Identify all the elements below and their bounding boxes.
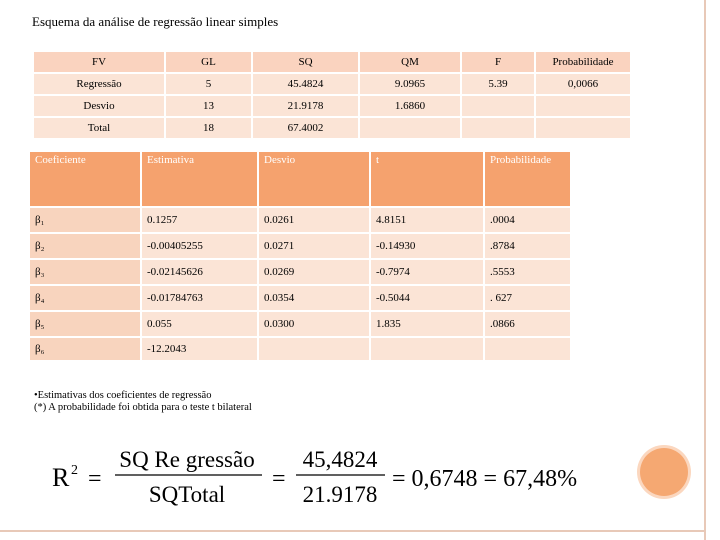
- coef-label-cell: β₆: [30, 338, 140, 360]
- coef-cell: 0.0354: [259, 286, 369, 310]
- anova-cell: [462, 118, 534, 138]
- coef-row-beta6: β₆ -12.2043: [30, 338, 570, 360]
- anova-cell: 45.4824: [253, 74, 358, 94]
- slide-frame-horizontal: [0, 530, 706, 532]
- coefficients-table: Coeficiente Estimativa Desvio t Probabil…: [28, 150, 572, 362]
- anova-cell: [360, 118, 460, 138]
- formula-result: = 0,6748 = 67,48%: [392, 466, 577, 492]
- coef-cell: 0.1257: [142, 208, 257, 232]
- anova-cell: 67.4002: [253, 118, 358, 138]
- anova-header-cell: GL: [166, 52, 251, 72]
- coef-cell: -0.00405255: [142, 234, 257, 258]
- coef-cell: [371, 338, 483, 360]
- coef-cell: 0.0261: [259, 208, 369, 232]
- coef-label-cell: β₂: [30, 234, 140, 258]
- footnote-probability: (*) A probabilidade foi obtida para o te…: [34, 402, 252, 413]
- coef-row-beta5: β₅ 0.055 0.0300 1.835 .0866: [30, 312, 570, 336]
- coef-cell: 0.0271: [259, 234, 369, 258]
- anova-cell: 18: [166, 118, 251, 138]
- coef-label-cell: β₄: [30, 286, 140, 310]
- formula-numerator-value: 45,4824: [303, 447, 378, 472]
- anova-row-total: Total 18 67.4002: [34, 118, 630, 138]
- anova-cell: 1.6860: [360, 96, 460, 116]
- formula-exponent: 2: [71, 463, 78, 478]
- anova-header-cell: Probabilidade: [536, 52, 630, 72]
- formula-equals-1: =: [88, 466, 102, 492]
- coef-cell: 4.8151: [371, 208, 483, 232]
- anova-cell: 21.9178: [253, 96, 358, 116]
- coef-row-beta2: β₂ -0.00405255 0.0271 -0.14930 .8784: [30, 234, 570, 258]
- footnote-estimates: •Estimativas dos coeficientes de regress…: [34, 390, 212, 401]
- anova-header-cell: QM: [360, 52, 460, 72]
- slide-title: Esquema da análise de regressão linear s…: [32, 14, 279, 29]
- coef-cell: .8784: [485, 234, 570, 258]
- anova-cell: Desvio: [34, 96, 164, 116]
- formula-denominator-value: 21.9178: [303, 482, 378, 507]
- anova-cell: Regressão: [34, 74, 164, 94]
- coef-cell: .5553: [485, 260, 570, 284]
- coef-label-cell: β₅: [30, 312, 140, 336]
- formula-r: R: [52, 463, 70, 492]
- coef-cell: 1.835: [371, 312, 483, 336]
- r-squared-formula: R 2 = SQ Re gressão SQTotal = 45,4824 21…: [52, 447, 577, 507]
- anova-cell: 9.0965: [360, 74, 460, 94]
- coef-cell: -0.02145626: [142, 260, 257, 284]
- footnotes: •Estimativas dos coeficientes de regress…: [34, 390, 252, 414]
- coef-header-cell: Estimativa: [142, 152, 257, 206]
- coef-row-beta4: β₄ -0.01784763 0.0354 -0.5044 . 627: [30, 286, 570, 310]
- anova-cell: 5.39: [462, 74, 534, 94]
- coef-header-row: Coeficiente Estimativa Desvio t Probabil…: [30, 152, 570, 206]
- slide-frame-vertical: [704, 0, 706, 540]
- coef-label-cell: β₁: [30, 208, 140, 232]
- coef-cell: -12.2043: [142, 338, 257, 360]
- decorative-circle: [640, 448, 688, 496]
- coef-row-beta3: β₃ -0.02145626 0.0269 -0.7974 .5553: [30, 260, 570, 284]
- coef-cell: [259, 338, 369, 360]
- coef-cell: 0.0269: [259, 260, 369, 284]
- formula-equals-2: =: [272, 466, 286, 492]
- anova-cell: 0,0066: [536, 74, 630, 94]
- anova-header-row: FV GL SQ QM F Probabilidade: [34, 52, 630, 72]
- anova-cell: [536, 118, 630, 138]
- anova-header-cell: SQ: [253, 52, 358, 72]
- anova-header-cell: FV: [34, 52, 164, 72]
- coef-row-beta1: β₁ 0.1257 0.0261 4.8151 .0004: [30, 208, 570, 232]
- anova-cell: [536, 96, 630, 116]
- anova-cell: 13: [166, 96, 251, 116]
- coef-cell: 0.0300: [259, 312, 369, 336]
- coef-header-cell: Desvio: [259, 152, 369, 206]
- coef-header-cell: Coeficiente: [30, 152, 140, 206]
- anova-row-regressao: Regressão 5 45.4824 9.0965 5.39 0,0066: [34, 74, 630, 94]
- coef-header-cell: t: [371, 152, 483, 206]
- formula-denominator-label: SQTotal: [149, 482, 225, 507]
- anova-cell: 5: [166, 74, 251, 94]
- anova-cell: [462, 96, 534, 116]
- coef-cell: -0.01784763: [142, 286, 257, 310]
- coef-header-cell: Probabilidade: [485, 152, 570, 206]
- coef-label-cell: β₃: [30, 260, 140, 284]
- anova-row-desvio: Desvio 13 21.9178 1.6860: [34, 96, 630, 116]
- anova-cell: Total: [34, 118, 164, 138]
- formula-numerator-label: SQ Re gressão: [119, 447, 254, 472]
- anova-table: FV GL SQ QM F Probabilidade Regressão 5 …: [32, 50, 632, 140]
- coef-cell: [485, 338, 570, 360]
- coef-cell: .0866: [485, 312, 570, 336]
- coef-cell: .0004: [485, 208, 570, 232]
- anova-header-cell: F: [462, 52, 534, 72]
- coef-cell: -0.5044: [371, 286, 483, 310]
- coef-cell: -0.14930: [371, 234, 483, 258]
- coef-cell: -0.7974: [371, 260, 483, 284]
- coef-cell: . 627: [485, 286, 570, 310]
- coef-cell: 0.055: [142, 312, 257, 336]
